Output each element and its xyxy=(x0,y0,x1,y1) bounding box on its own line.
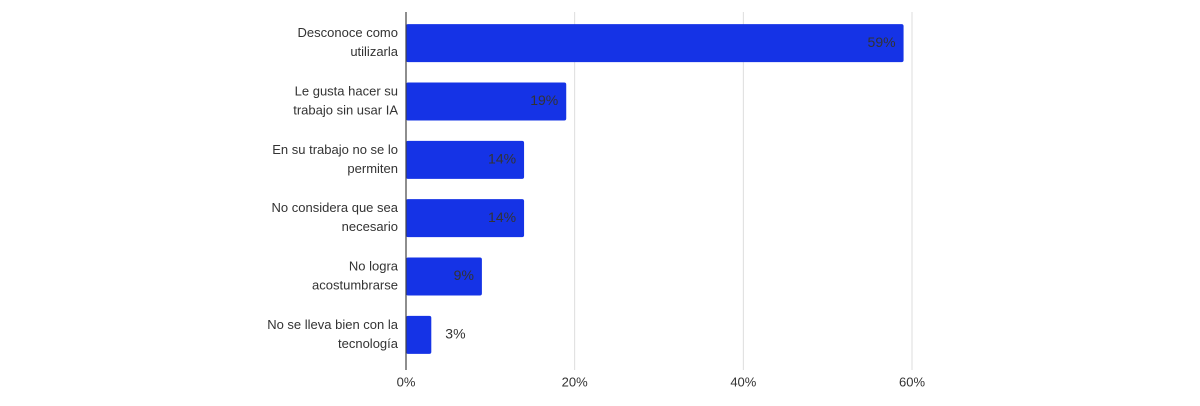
y-tick-label: utilizarla xyxy=(350,44,398,59)
x-tick-label: 0% xyxy=(397,374,416,389)
bar xyxy=(406,199,525,238)
value-label: 59% xyxy=(868,34,896,50)
value-label: 3% xyxy=(445,326,465,342)
value-label: 9% xyxy=(454,267,474,283)
x-tick-label: 20% xyxy=(562,374,588,389)
y-tick-label: acostumbrarse xyxy=(312,277,398,292)
y-tick-label: No logra xyxy=(349,258,399,273)
value-label: 19% xyxy=(530,92,558,108)
y-tick-label: Le gusta hacer su xyxy=(295,83,398,98)
bar xyxy=(406,315,432,354)
bar xyxy=(406,140,525,179)
y-tick-label: tecnología xyxy=(338,336,399,351)
y-tick-label: En su trabajo no se lo xyxy=(272,142,398,157)
y-tick-label: No considera que sea xyxy=(272,200,399,215)
y-tick-label: permiten xyxy=(347,161,398,176)
bar xyxy=(406,257,482,296)
y-tick-label: necesario xyxy=(342,219,398,234)
bar xyxy=(406,82,567,121)
y-tick-label: No se lleva bien con la xyxy=(267,317,399,332)
bar xyxy=(406,24,904,63)
value-label: 14% xyxy=(488,209,516,225)
x-tick-label: 60% xyxy=(899,374,925,389)
value-label: 14% xyxy=(488,151,516,167)
y-tick-label: Desconoce como xyxy=(298,25,398,40)
x-tick-label: 40% xyxy=(730,374,756,389)
y-tick-label: trabajo sin usar IA xyxy=(293,102,398,117)
